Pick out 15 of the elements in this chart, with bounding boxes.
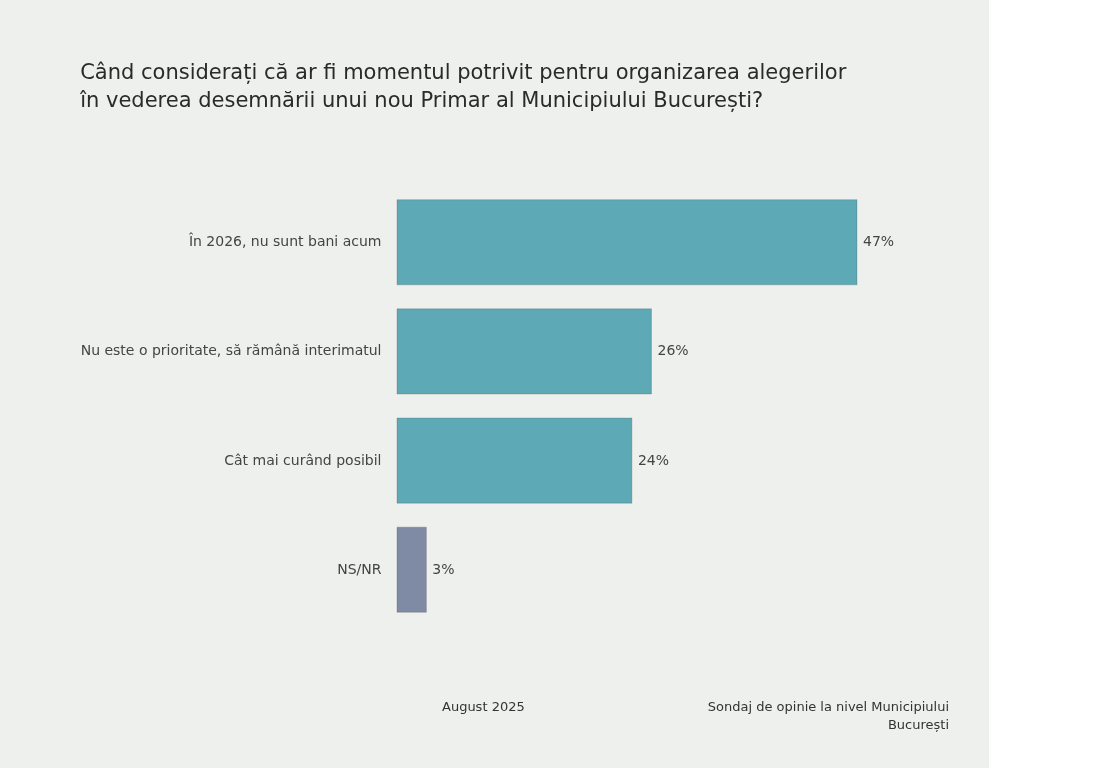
data-label: 24% — [637, 451, 670, 468]
y-tick-label: Nu este o prioritate, să rămână interimatul — [80, 342, 382, 359]
y-tick-label: În 2026, nu sunt bani acum — [187, 232, 382, 250]
text: August 2025 — [442, 699, 525, 714]
data-label: 26% — [657, 342, 689, 359]
y-tick-label: Cât mai curând posibil — [224, 451, 382, 468]
data-label: 3% — [432, 560, 455, 577]
bar — [396, 526, 427, 613]
chart-title: Când considerați că ar fi momentul potrivit pentru organizarea alegerilor în vederea desemnării unui nou Primar al Municipiului București? — [79, 60, 847, 112]
data-label: 47% — [863, 233, 895, 250]
y-tick-label: NS/NR — [337, 560, 382, 577]
text: Sondaj de opinie la nivel Municipiului București — [707, 699, 949, 732]
bar — [396, 308, 652, 395]
bar — [396, 417, 633, 504]
bar — [396, 199, 858, 286]
